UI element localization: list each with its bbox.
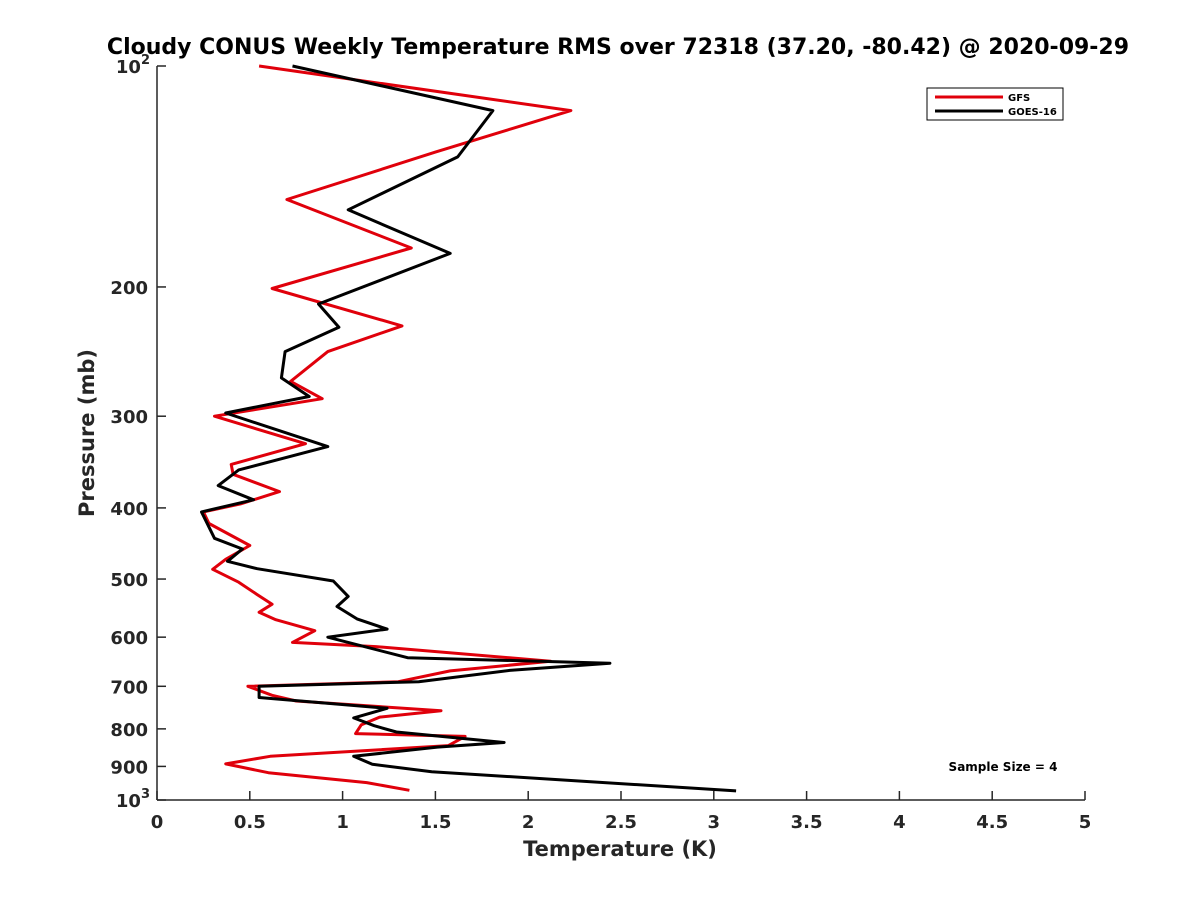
y-axis-label: Pressure (mb) (75, 349, 99, 517)
x-axis-label: Temperature (K) (523, 837, 717, 861)
chart-title: Cloudy CONUS Weekly Temperature RMS over… (107, 35, 1129, 60)
y-tick-label: 900 (110, 757, 148, 778)
sample-size-annotation: Sample Size = 4 (949, 760, 1058, 774)
series-line-gfs (201, 64, 573, 792)
x-tick-label: 3.5 (791, 812, 823, 833)
y-tick-label: 400 (110, 499, 148, 520)
legend-box (926, 87, 1064, 121)
y-tick-label: 600 (110, 628, 148, 649)
x-tick-label: 4.5 (976, 812, 1008, 833)
x-tick-label: 0 (151, 812, 164, 833)
x-tick-label: 1.5 (419, 812, 451, 833)
x-tick-label: 2.5 (605, 812, 637, 833)
x-ticks: 0 0.5 1 1.5 2 2.5 3 3.5 4 4.5 5 (151, 791, 1092, 833)
x-tick-label: 5 (1079, 812, 1092, 833)
y-tick-label: 102 (116, 53, 150, 78)
series-lines (200, 64, 737, 793)
y-tick-label: 200 (110, 278, 148, 299)
y-tick-label: 800 (110, 720, 148, 741)
x-tick-label: 0.5 (234, 812, 266, 833)
x-tick-label: 2 (522, 812, 535, 833)
x-tick-label: 1 (336, 812, 349, 833)
x-tick-label: 4 (893, 812, 906, 833)
legend: GFS GOES-16 (926, 87, 1064, 121)
legend-label: GFS (1008, 93, 1030, 104)
y-tick-label: 700 (110, 677, 148, 698)
y-tick-label: 103 (116, 787, 150, 812)
series-line-goes-16 (200, 64, 737, 793)
y-tick-label: 500 (110, 570, 148, 591)
y-ticks: 102 200 300 400 500 600 700 800 900 103 (110, 53, 166, 812)
legend-label: GOES-16 (1008, 107, 1057, 118)
axes (156, 66, 1085, 801)
x-tick-label: 3 (708, 812, 721, 833)
y-tick-label: 300 (110, 407, 148, 428)
